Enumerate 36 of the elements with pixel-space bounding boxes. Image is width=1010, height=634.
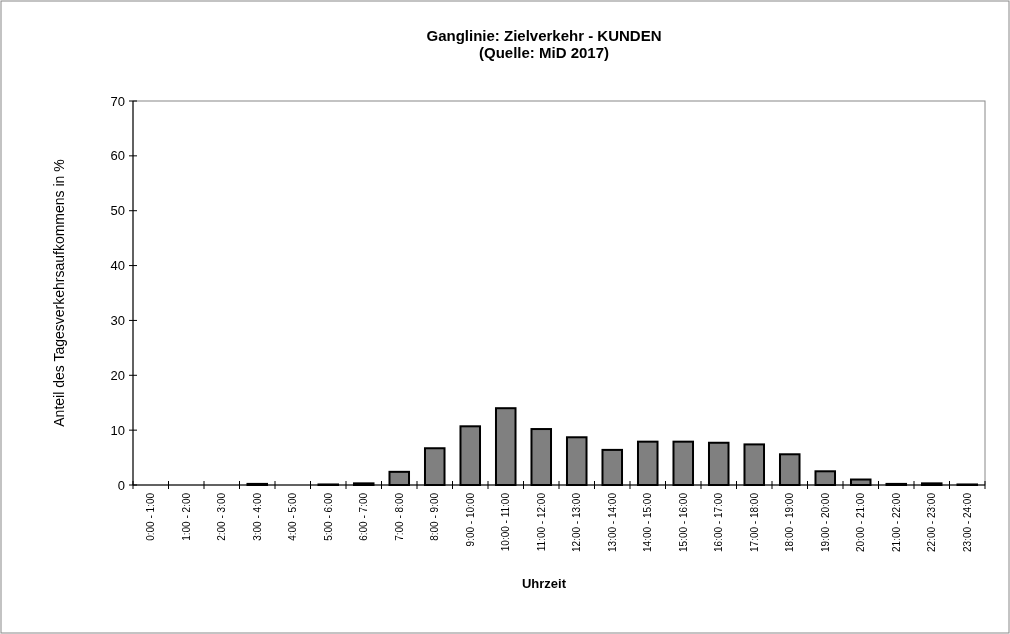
x-tick-label: 3:00 - 4:00 <box>251 492 263 541</box>
x-axis-title: Uhrzeit <box>521 576 567 591</box>
x-tick-label: 2:00 - 3:00 <box>216 492 228 541</box>
x-tick-label: 6:00 - 7:00 <box>358 492 370 541</box>
x-tick-label: 12:00 - 13:00 <box>571 492 583 552</box>
x-tick-label: 19:00 - 20:00 <box>819 492 831 552</box>
y-tick-label: 50 <box>110 203 125 219</box>
x-tick-label: 8:00 - 9:00 <box>429 492 441 541</box>
chart-subtitle: (Quelle: MiD 2017) <box>478 44 610 61</box>
x-tick-label: 18:00 - 19:00 <box>784 492 796 552</box>
x-tick-label: 21:00 - 22:00 <box>890 492 902 552</box>
x-tick-label: 23:00 - 24:00 <box>961 492 973 552</box>
x-tick-label: 4:00 - 5:00 <box>287 492 299 541</box>
x-tick-label: 0:00 - 1:00 <box>145 492 157 541</box>
x-tick-label: 17:00 - 18:00 <box>748 492 760 552</box>
y-tick-label: 10 <box>110 422 125 438</box>
x-tick-label: 7:00 - 8:00 <box>393 492 405 541</box>
x-tick-label: 11:00 - 12:00 <box>535 492 547 552</box>
x-tick-label: 1:00 - 2:00 <box>180 492 192 541</box>
x-tick-label: 9:00 - 10:00 <box>464 492 476 547</box>
chart-title: Ganglinie: Zielverkehr - KUNDEN <box>426 27 662 44</box>
x-tick-label: 16:00 - 17:00 <box>713 492 725 552</box>
x-tick-label: 14:00 - 15:00 <box>642 492 654 552</box>
x-tick-label: 20:00 - 21:00 <box>855 492 867 552</box>
y-tick-label: 30 <box>110 312 125 328</box>
y-tick-label: 0 <box>117 477 125 493</box>
y-axis-title: Anteil des Tagesverkehrsaufkommens in % <box>51 159 67 427</box>
x-tick-label: 5:00 - 6:00 <box>322 492 334 541</box>
y-tick-label: 60 <box>110 148 125 164</box>
x-tick-label: 15:00 - 16:00 <box>677 492 689 552</box>
y-tick-label: 20 <box>110 367 125 383</box>
x-tick-label: 13:00 - 14:00 <box>606 492 618 552</box>
y-tick-label: 70 <box>110 93 125 109</box>
x-tick-label: 10:00 - 11:00 <box>500 492 512 552</box>
y-tick-label: 40 <box>110 258 125 274</box>
x-tick-label: 22:00 - 23:00 <box>926 492 938 552</box>
